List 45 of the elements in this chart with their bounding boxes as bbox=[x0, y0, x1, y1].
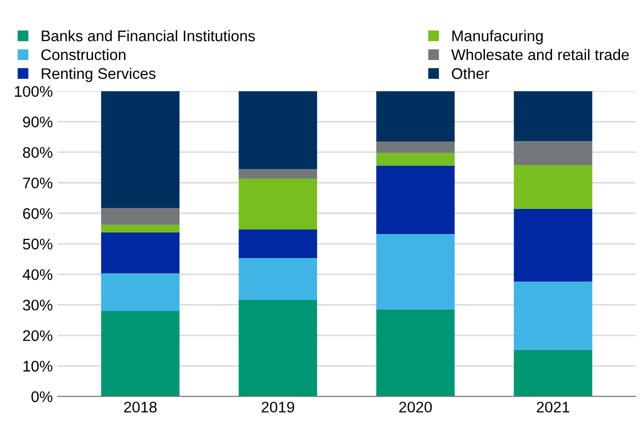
legend-label: Wholesate and retail trade bbox=[451, 48, 629, 60]
y-tick-label: 60% bbox=[23, 208, 52, 219]
x-tick-label: 2018 bbox=[124, 402, 157, 413]
x-tick-label: 2020 bbox=[399, 402, 432, 413]
legend-label: Construction bbox=[41, 48, 126, 60]
legend-label: Manufacuring bbox=[452, 30, 543, 44]
bar bbox=[101, 273, 180, 311]
y-tick-label: 0% bbox=[31, 391, 52, 402]
bar bbox=[101, 224, 180, 233]
legend-label: Banks and Financial Institutions bbox=[42, 30, 255, 42]
x-tick-label: 2021 bbox=[536, 402, 570, 413]
y-tick-label: 30% bbox=[22, 300, 52, 311]
y-tick-label: 10% bbox=[24, 360, 52, 372]
bar bbox=[376, 91, 455, 142]
y-tick-label: 40% bbox=[22, 269, 52, 280]
bar bbox=[238, 91, 318, 170]
bar bbox=[101, 91, 180, 208]
y-tick-label: 100% bbox=[15, 86, 52, 97]
bar bbox=[514, 350, 592, 396]
x-tick-label: 2019 bbox=[262, 402, 294, 413]
bar bbox=[376, 309, 455, 396]
bar bbox=[376, 166, 455, 234]
y-tick-label: 80% bbox=[23, 147, 52, 158]
bar bbox=[101, 310, 180, 396]
y-tick-label: 50% bbox=[22, 238, 52, 250]
bar bbox=[514, 165, 592, 209]
bar bbox=[514, 141, 592, 166]
bar bbox=[514, 282, 592, 350]
y-tick-label: 70% bbox=[23, 178, 52, 188]
bar bbox=[514, 208, 592, 282]
bar bbox=[101, 208, 180, 225]
legend-label: Other bbox=[452, 68, 490, 79]
bar bbox=[238, 229, 318, 258]
bar bbox=[101, 232, 180, 274]
bar bbox=[376, 152, 455, 166]
bar bbox=[238, 258, 318, 300]
bar bbox=[376, 234, 455, 310]
y-tick-label: 20% bbox=[23, 330, 52, 342]
bar bbox=[238, 169, 318, 178]
y-tick-label: 90% bbox=[23, 116, 52, 128]
bar bbox=[514, 91, 592, 142]
bar bbox=[376, 142, 455, 153]
bar bbox=[238, 300, 318, 396]
bar bbox=[238, 178, 318, 230]
legend-label: Renting Services bbox=[42, 68, 156, 82]
